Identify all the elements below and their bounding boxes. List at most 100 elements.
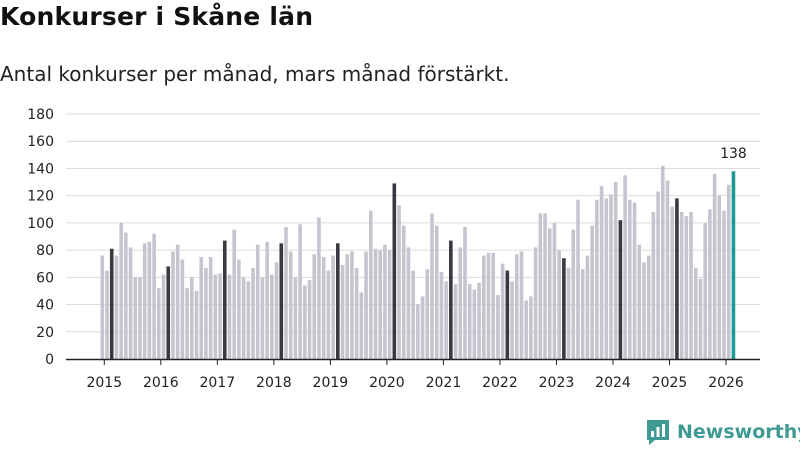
bar [623, 175, 627, 359]
bar [270, 274, 274, 359]
bar [416, 304, 420, 359]
bar [326, 270, 331, 359]
y-axis-tick-labels: 0 20 40 60 80 100 120 140 160 180 [27, 107, 54, 368]
bar [345, 254, 350, 359]
y-tick-label: 160 [27, 134, 54, 150]
y-tick-label: 80 [36, 243, 54, 259]
bar [430, 213, 434, 359]
x-tick-label: 2021 [426, 375, 462, 391]
bar [166, 266, 171, 359]
bar [726, 184, 731, 359]
bar [675, 198, 679, 359]
bar [646, 255, 651, 359]
bar [679, 212, 684, 359]
bar [114, 255, 119, 359]
bar [712, 173, 717, 359]
bar [425, 269, 430, 359]
bar [524, 300, 528, 359]
bar [670, 206, 675, 359]
bar [708, 209, 712, 359]
bar [590, 225, 594, 359]
bar [585, 255, 590, 359]
bar [689, 212, 693, 359]
bar [227, 274, 232, 359]
bar [368, 210, 373, 359]
bar [100, 255, 105, 359]
bar [576, 199, 580, 359]
bar [340, 265, 345, 359]
bar [218, 273, 222, 359]
newsworthy-logo: Newsworthy [645, 418, 800, 446]
bar [331, 255, 335, 359]
bar [157, 288, 161, 359]
bar [698, 278, 703, 359]
bar [124, 232, 128, 359]
bar [208, 256, 213, 359]
bar [651, 212, 656, 359]
y-tick-label: 140 [27, 161, 54, 177]
bar [482, 255, 486, 359]
bar [632, 202, 637, 359]
bar [486, 252, 491, 359]
bar [557, 250, 561, 359]
bar [637, 244, 642, 359]
bar [298, 224, 302, 359]
bar [232, 229, 236, 359]
y-tick-label: 0 [45, 352, 54, 368]
bar [453, 284, 458, 359]
bar [128, 247, 133, 359]
bar [505, 270, 510, 359]
bar [660, 165, 665, 359]
bar [260, 277, 265, 359]
bar [496, 295, 500, 359]
y-tick-label: 20 [36, 325, 54, 341]
bar [538, 213, 543, 359]
bar [618, 220, 623, 359]
bar [350, 251, 354, 359]
bar [571, 229, 576, 359]
bar [656, 191, 660, 359]
bar [533, 247, 538, 359]
bar [241, 277, 246, 359]
bar [185, 288, 189, 359]
bar [378, 250, 382, 359]
bar [467, 284, 472, 359]
brand-name: Newsworthy [677, 421, 800, 443]
bar [580, 269, 585, 359]
bar-series [100, 165, 736, 359]
bar [142, 243, 147, 359]
bar [321, 256, 326, 359]
bar [392, 183, 397, 359]
bar [613, 182, 618, 359]
bar [138, 277, 142, 359]
bar [510, 281, 514, 359]
bar [222, 240, 227, 359]
bar [628, 199, 632, 359]
bar [317, 217, 321, 359]
bar [519, 251, 524, 359]
bar [194, 290, 199, 359]
bar [279, 243, 284, 359]
bar [439, 271, 444, 359]
bar [288, 251, 293, 359]
bar [359, 292, 364, 359]
bar [364, 251, 368, 359]
x-tick-label: 2024 [595, 375, 631, 391]
bar [189, 277, 194, 359]
bar [265, 241, 269, 359]
y-tick-label: 120 [27, 189, 54, 205]
bar [444, 281, 448, 359]
bar [458, 247, 463, 359]
bar [717, 195, 722, 359]
bar [251, 267, 255, 359]
bar [284, 226, 288, 359]
bar [722, 210, 726, 359]
bar [171, 251, 175, 359]
bar [255, 244, 260, 359]
bar [274, 262, 279, 359]
bar [312, 254, 317, 359]
bar [543, 213, 547, 359]
x-tick-label: 2020 [369, 375, 405, 391]
bar [175, 244, 180, 359]
bar [472, 289, 477, 359]
